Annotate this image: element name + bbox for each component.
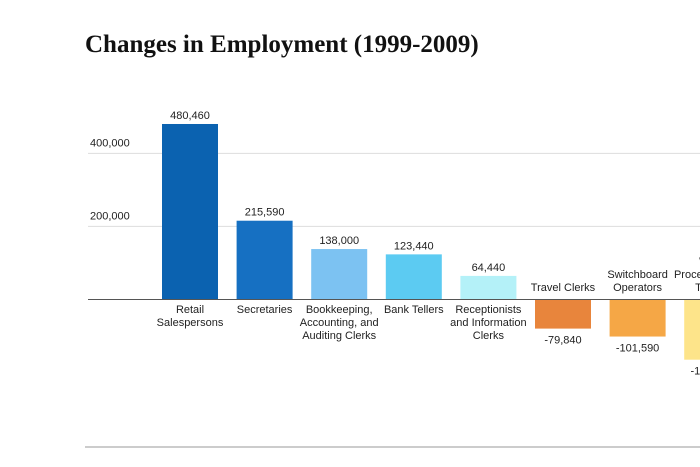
category-label-box: Switchboard Operators	[607, 269, 668, 295]
category-label: Word Processors and Typists	[673, 256, 700, 295]
bar	[684, 299, 700, 360]
y-tick-label: 400,000	[90, 137, 130, 149]
bar	[385, 254, 442, 300]
category-label-box: Bookkeeping, Accounting, and Auditing Cl…	[299, 304, 379, 343]
category-label: Retail Salespersons	[156, 304, 224, 330]
bar	[162, 123, 218, 300]
category-label: Bookkeeping, Accounting, and Auditing Cl…	[299, 304, 379, 343]
bar	[460, 275, 517, 300]
value-label: 64,440	[472, 262, 506, 274]
category-label: Secretaries	[236, 304, 293, 317]
value-label: 138,000	[319, 235, 359, 247]
category-label: Receptionists and Information Clerks	[450, 304, 527, 343]
category-label: Bank Tellers	[383, 304, 444, 317]
category-label-box: Travel Clerks	[530, 282, 596, 295]
category-label-box: Secretaries	[236, 304, 293, 317]
bar	[311, 249, 368, 300]
value-label: -79,840	[544, 335, 581, 347]
bar	[535, 299, 591, 329]
category-label-box: Receptionists and Information Clerks	[450, 304, 527, 343]
category-label: Travel Clerks	[530, 282, 596, 295]
value-label: 480,460	[170, 110, 210, 122]
y-tick-label: 200,000	[90, 210, 130, 222]
category-label-box: Retail Salespersons	[156, 304, 224, 330]
value-label: -165,000	[690, 366, 700, 378]
bar	[236, 220, 293, 300]
category-label-box: Word Processors and Typists	[673, 256, 700, 295]
chart-title: Changes in Employment (1999-2009)	[85, 31, 479, 58]
value-label: 215,590	[245, 207, 285, 219]
value-label: -101,590	[616, 343, 659, 355]
category-label: Switchboard Operators	[607, 269, 668, 295]
bar	[609, 299, 666, 337]
category-label-box: Bank Tellers	[383, 304, 444, 317]
value-label: 123,440	[394, 240, 434, 252]
